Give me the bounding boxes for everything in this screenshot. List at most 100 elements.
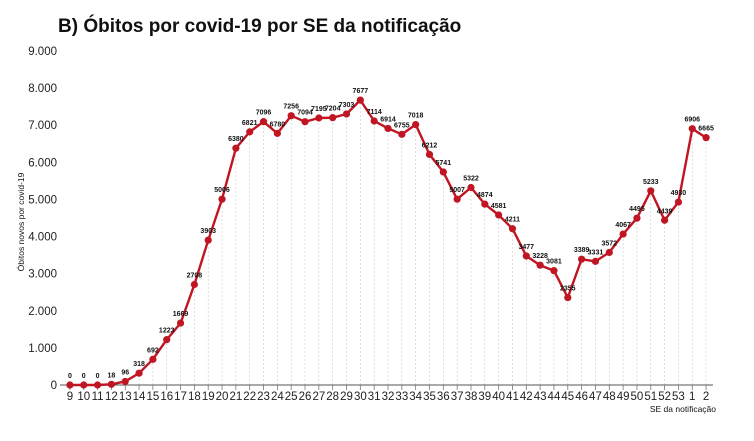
data-point [578, 255, 586, 263]
x-tick-label: 50 [631, 391, 644, 403]
x-tick-label: 20 [216, 391, 229, 403]
data-label: 6380 [228, 136, 244, 143]
data-label: 0 [82, 373, 86, 380]
y-tick-label: 0 [51, 380, 57, 392]
data-label: 4067 [615, 222, 631, 229]
x-tick-label: 33 [395, 391, 408, 403]
data-point [591, 257, 600, 265]
x-tick-label: 2 [703, 391, 709, 403]
data-point [107, 380, 116, 388]
data-label: 5006 [214, 187, 230, 194]
data-label: 1223 [159, 328, 175, 335]
x-tick-label: 31 [368, 391, 381, 403]
x-tick-label: 41 [506, 391, 519, 403]
x-tick-label: 18 [188, 391, 201, 403]
x-tick-label: 43 [534, 391, 547, 403]
x-tick-label: 49 [617, 391, 630, 403]
axes: 9 10 11 12 13 14 15 16 17 18 19 20 21 22 23 24 25 26 27 28 2… [28, 46, 713, 403]
data-label: 4874 [477, 192, 493, 199]
x-tick-label: 15 [146, 391, 159, 403]
data-point [190, 280, 198, 289]
x-tick-label: 37 [451, 391, 464, 403]
data-point [218, 195, 226, 203]
data-label: 7094 [297, 110, 313, 117]
x-tick-label: 40 [492, 391, 505, 403]
y-tick-label: 2.000 [28, 306, 57, 318]
x-tick-label: 51 [644, 391, 657, 403]
x-tick-label: 48 [603, 391, 616, 403]
y-axis-label: Óbitos novos por covid-19 [16, 172, 26, 271]
data-point [246, 128, 254, 136]
data-label: 2355 [560, 286, 576, 293]
data-point [232, 144, 240, 152]
data-point [674, 198, 683, 206]
data-label: 7677 [353, 88, 369, 95]
x-tick-label: 17 [174, 391, 187, 403]
x-tick-label: 14 [133, 391, 146, 403]
x-tick-label: 44 [548, 391, 561, 403]
data-point [398, 130, 406, 138]
x-tick-label: 1 [689, 391, 695, 403]
y-tick-label: 4.000 [28, 232, 57, 244]
data-point [702, 134, 710, 142]
data-point [135, 369, 143, 377]
data-point [176, 319, 185, 327]
data-label: 96 [121, 369, 129, 376]
data-point [564, 294, 572, 302]
x-tick-label: 36 [437, 391, 450, 403]
x-tick-label: 38 [465, 391, 478, 403]
y-tick-label: 1.000 [28, 343, 57, 355]
x-tick-label: 21 [229, 391, 242, 403]
data-point [204, 236, 212, 244]
data-label: 3331 [588, 249, 604, 256]
x-tick-label: 11 [92, 391, 104, 403]
data-label: 4439 [657, 208, 673, 215]
x-tick-label: 47 [589, 391, 602, 403]
data-point [522, 252, 530, 260]
data-label: 3228 [532, 253, 548, 260]
data-point [356, 96, 364, 104]
x-tick-label: 9 [67, 391, 73, 403]
x-axis-label: SE da notificação [650, 404, 716, 414]
x-tick-label: 10 [77, 391, 90, 403]
data-label: 0 [68, 373, 72, 380]
data-point [605, 248, 613, 257]
data-label: 5322 [463, 175, 479, 182]
data-point [163, 336, 171, 344]
x-tick-label: 26 [299, 391, 312, 403]
x-tick-label: 13 [119, 391, 132, 403]
chart-title: B) Óbitos por covid-19 por SE da notific… [58, 16, 462, 37]
y-tick-label: 3.000 [28, 269, 57, 281]
data-label: 4930 [671, 190, 687, 197]
data-point [647, 187, 655, 195]
data-point [301, 118, 309, 126]
data-label: 4211 [505, 217, 520, 224]
data-point [425, 150, 434, 159]
data-label: 4495 [629, 206, 645, 213]
data-label: 2708 [187, 273, 203, 280]
data-point [384, 124, 392, 133]
data-point [66, 381, 74, 389]
y-tick-label: 6.000 [28, 157, 57, 169]
data-point [342, 110, 351, 118]
x-tick-label: 28 [326, 391, 339, 403]
x-tick-label: 25 [285, 391, 298, 403]
data-point [412, 120, 420, 129]
data-point [633, 214, 641, 222]
data-label: 4581 [491, 203, 507, 210]
x-tick-label: 35 [423, 391, 436, 403]
x-tick-label: 23 [257, 391, 270, 403]
gridlines [111, 100, 707, 385]
data-point [481, 200, 489, 208]
data-label: 7303 [339, 102, 355, 109]
data-label: 3572 [601, 240, 617, 247]
data-point [453, 195, 461, 203]
x-tick-label: 32 [382, 391, 395, 403]
data-point [550, 267, 558, 275]
y-tick-label: 7.000 [28, 120, 57, 132]
x-tick-label: 46 [575, 391, 588, 403]
y-tick-label: 8.000 [28, 83, 57, 95]
data-label: 6212 [422, 142, 438, 149]
data-point [439, 168, 447, 176]
